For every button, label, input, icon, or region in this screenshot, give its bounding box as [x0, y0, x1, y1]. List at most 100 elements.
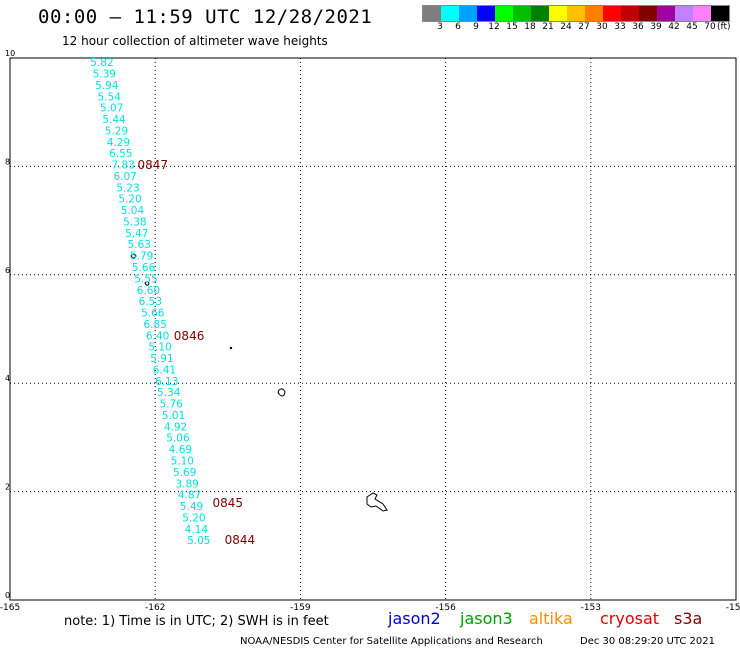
- generation-timestamp: Dec 30 08:29:20 UTC 2021: [580, 636, 715, 647]
- y-tick-label: 2: [5, 483, 10, 492]
- wave-height-label: 5.55: [134, 273, 157, 285]
- legend-label: 39: [650, 22, 662, 32]
- legend-swatch: [711, 6, 729, 21]
- x-tick-label: -162: [145, 603, 165, 613]
- y-tick-label: 6: [5, 266, 10, 275]
- chart-subtitle: 12 hour collection of altimeter wave hei…: [62, 34, 328, 48]
- y-tick-label: 4: [5, 374, 10, 383]
- legend-unit: (ft): [717, 22, 731, 32]
- legend-swatch: [549, 6, 567, 21]
- wave-height-label: 5.69: [173, 467, 196, 479]
- wave-height-label: 6.53: [139, 296, 162, 308]
- satellite-jason2: jason2: [388, 609, 441, 628]
- pass-time-label: 0846: [174, 329, 205, 343]
- wave-height-label: 5.76: [159, 399, 183, 411]
- wave-height-label: 6.60: [137, 285, 160, 297]
- wave-height-label: 5.10: [148, 342, 171, 354]
- wave-height-label: 5.94: [95, 80, 119, 92]
- wave-height-label: 5.54: [98, 91, 122, 103]
- legend-swatch: [513, 6, 531, 21]
- wave-height-label: 5.79: [130, 251, 153, 263]
- legend-label: 12: [488, 22, 500, 32]
- legend-swatch: [639, 6, 657, 21]
- wave-height-label: 5.01: [162, 410, 185, 422]
- y-tick-label: 10: [5, 49, 15, 58]
- y-tick-label: 8: [5, 157, 10, 166]
- legend-swatch: [585, 6, 603, 21]
- pass-time-label: 0845: [213, 496, 244, 510]
- legend-label: 24: [560, 22, 572, 32]
- legend-label: 18: [524, 22, 536, 32]
- legend-label: 30: [596, 22, 608, 32]
- wave-height-label: 6.55: [109, 148, 132, 160]
- satellite-s3a: s3a: [674, 609, 703, 628]
- wave-height-label: 5.06: [166, 433, 190, 445]
- legend-swatch: [693, 6, 711, 21]
- satellite-altika: altika: [529, 609, 573, 628]
- legend-swatch: [657, 6, 675, 21]
- island-outline: [277, 388, 286, 397]
- wave-height-label: 6.85: [144, 319, 167, 331]
- wave-height-label: 3.89: [175, 478, 198, 490]
- legend-label: 6: [455, 22, 461, 32]
- wave-height-label: 5.10: [171, 456, 194, 468]
- pass-time-label: 0847: [138, 158, 169, 172]
- legend-swatch: [495, 6, 513, 21]
- wave-height-label: 5.66: [132, 262, 156, 274]
- chart-title: 00:00 – 11:59 UTC 12/28/2021: [38, 6, 373, 28]
- color-legend-labels: 3 6 9 12 15 18 21 24 27 30 33 36 39 42 45 70: [422, 22, 740, 34]
- legend-label: 42: [668, 22, 680, 32]
- wave-height-label: 5.49: [180, 501, 203, 513]
- wave-height-label: 4.29: [107, 137, 130, 149]
- x-tick-label: -159: [290, 603, 311, 613]
- legend-label: 70: [704, 22, 716, 32]
- island-outline: [229, 346, 233, 350]
- legend-swatch: [567, 6, 585, 21]
- footer-note: note: 1) Time is in UTC; 2) SWH is in fe…: [64, 614, 329, 629]
- wave-height-label: 5.38: [123, 216, 146, 228]
- legend-swatch: [441, 6, 459, 21]
- x-tick-label: -150: [726, 603, 740, 613]
- legend-label: 27: [578, 22, 590, 32]
- wave-height-label: 5.29: [105, 125, 128, 137]
- x-tick-label: -153: [581, 603, 601, 613]
- wave-height-label: 5.05: [187, 535, 210, 547]
- island-outline: [366, 492, 388, 512]
- wave-height-label: 5.47: [125, 228, 148, 240]
- wave-height-label: 6.40: [146, 330, 169, 342]
- wave-height-label: 5.20: [118, 194, 141, 206]
- wave-height-label: 4.92: [164, 421, 187, 433]
- wave-height-label: 6.41: [153, 364, 176, 376]
- wave-height-label: 4.14: [185, 524, 209, 536]
- color-legend: [422, 5, 730, 22]
- plot-frame: [9, 57, 737, 601]
- wave-height-label: 5.34: [157, 387, 181, 399]
- legend-swatch: [477, 6, 495, 21]
- satellite-jason3: jason3: [460, 609, 513, 628]
- wave-height-label: 5.07: [100, 103, 123, 115]
- legend-swatch: [423, 6, 441, 21]
- legend-swatch: [459, 6, 477, 21]
- wave-height-label: 5.44: [102, 114, 126, 126]
- wave-height-label: 4.69: [169, 444, 192, 456]
- legend-label: 21: [542, 22, 554, 32]
- wave-height-label: 5.04: [121, 205, 145, 217]
- satellite-cryosat: cryosat: [600, 609, 660, 628]
- legend-label: 36: [632, 22, 644, 32]
- legend-label: 15: [506, 22, 518, 32]
- x-tick-label: -165: [0, 603, 20, 613]
- island-outline: [130, 253, 137, 259]
- wave-height-label: 5.39: [93, 69, 116, 81]
- wave-height-label: 5.91: [150, 353, 173, 365]
- x-tick-label: -156: [435, 603, 456, 613]
- pass-time-label: 0844: [225, 533, 256, 547]
- wave-height-label: 5.82: [90, 57, 113, 69]
- legend-swatch: [603, 6, 621, 21]
- wave-height-label: 5.66: [141, 308, 165, 320]
- y-tick-label: 0: [5, 591, 10, 600]
- island-outline: [144, 281, 150, 286]
- legend-label: 33: [614, 22, 626, 32]
- legend-label: 45: [686, 22, 698, 32]
- legend-swatch: [675, 6, 693, 21]
